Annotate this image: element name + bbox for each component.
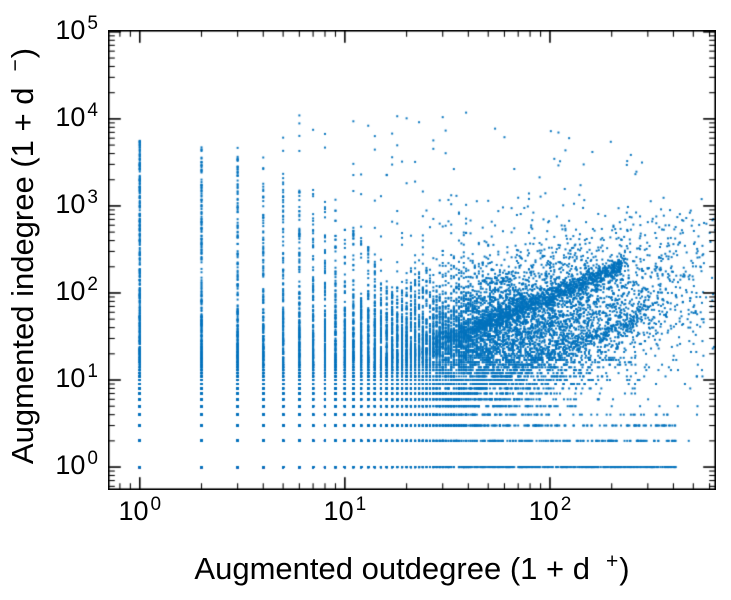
x-tick-label: 10 1 <box>300 494 390 527</box>
y-tick-label: 10 5 <box>10 12 98 46</box>
y-tick-label-exponent: 2 <box>87 273 98 295</box>
y-axis-label-close: ) <box>5 47 40 59</box>
y-tick-label: 10 1 <box>10 361 98 394</box>
y-tick-label-exponent: 5 <box>87 12 98 34</box>
x-axis-label-superscript: + <box>605 549 619 573</box>
plot-area <box>108 30 716 490</box>
y-tick-label: 10 2 <box>10 273 98 307</box>
x-tick-label-base: 10 <box>528 496 559 526</box>
y-tick-label-base: 10 <box>55 363 86 393</box>
x-axis-label-close: ) <box>619 551 630 586</box>
x-tick-label: 10 0 <box>95 494 185 527</box>
y-tick-label: 10 0 <box>10 448 98 481</box>
y-axis-label: Augmented indegree (1 + d−) <box>3 0 43 516</box>
y-tick-label-base: 10 <box>55 275 86 306</box>
y-tick-label-base: 10 <box>55 101 86 132</box>
x-axis-label: Augmented outdegree (1 + d +) <box>108 549 716 589</box>
y-tick-label-base: 10 <box>55 14 86 45</box>
x-tick-label: 10 2 <box>505 494 595 527</box>
x-tick-label-base: 10 <box>118 496 149 526</box>
y-tick-label: 10 4 <box>10 99 98 133</box>
y-axis-label-superscript: − <box>3 59 27 72</box>
x-tick-label-exponent: 1 <box>355 494 367 515</box>
x-axis-label-text: Augmented outdegree (1 + d <box>194 551 590 586</box>
y-tick-label-exponent: 0 <box>87 448 98 470</box>
y-tick-label-base: 10 <box>55 450 86 481</box>
y-tick-label-base: 10 <box>55 188 86 219</box>
y-tick-label-exponent: 4 <box>87 99 98 121</box>
y-tick-label-exponent: 1 <box>87 361 98 382</box>
x-tick-label-exponent: 2 <box>560 494 572 515</box>
x-tick-label-base: 10 <box>323 496 354 526</box>
x-tick-label-exponent: 0 <box>150 494 162 515</box>
y-tick-label: 10 3 <box>10 186 98 220</box>
y-tick-label-exponent: 3 <box>87 186 98 208</box>
